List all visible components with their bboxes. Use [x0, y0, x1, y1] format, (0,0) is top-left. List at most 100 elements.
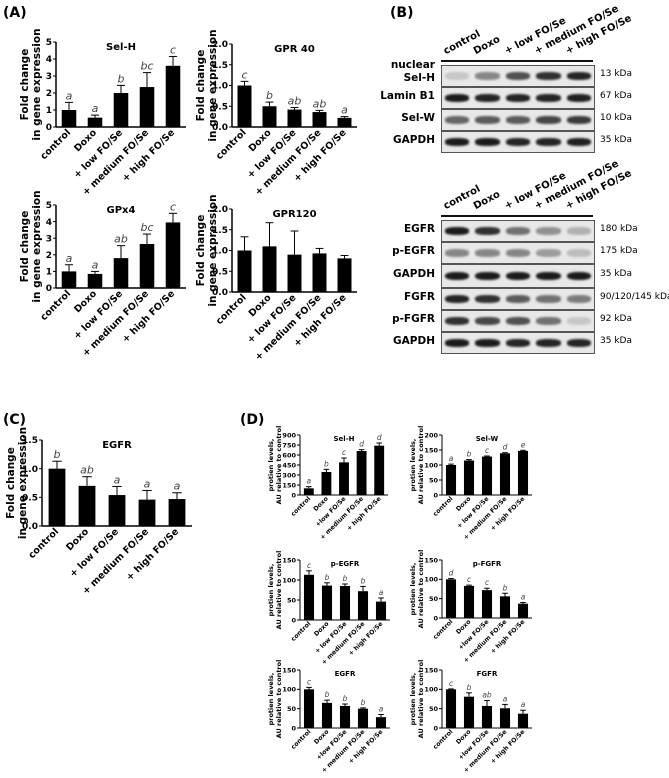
svg-text:150: 150 [282, 556, 296, 564]
protein-band [566, 94, 591, 102]
svg-text:a: a [503, 694, 508, 703]
svg-text:1.0: 1.0 [212, 247, 228, 257]
protein-band [445, 227, 470, 235]
svg-text:e: e [521, 440, 526, 449]
svg-text:b: b [54, 448, 61, 461]
panel-label-c: (C) [3, 412, 27, 428]
protein-band [475, 116, 500, 124]
svg-text:4: 4 [46, 55, 52, 65]
protein-band [505, 72, 531, 80]
svg-text:1.0: 1.0 [22, 465, 38, 475]
protein-band [505, 295, 531, 303]
svg-text:FGFR: FGFR [477, 670, 498, 678]
protein-band [536, 138, 561, 146]
protein-band [566, 317, 591, 325]
svg-text:c: c [449, 679, 454, 688]
svg-text:ab: ab [482, 691, 492, 700]
blot-protein-label: p-EGFR [392, 245, 435, 257]
svg-text:Doxo: Doxo [64, 526, 91, 553]
svg-text:b: b [467, 450, 472, 459]
svg-text:b: b [324, 459, 329, 468]
svg-text:AU relative to control: AU relative to control [417, 550, 425, 629]
svg-text:150: 150 [424, 446, 438, 454]
svg-text:c: c [170, 43, 176, 56]
lane-header-line [441, 215, 593, 217]
svg-text:0: 0 [433, 724, 438, 732]
svg-text:5: 5 [46, 201, 52, 211]
svg-text:750: 750 [282, 441, 296, 449]
blot-kda-label: 180 kDa [600, 224, 638, 234]
protein-band [566, 295, 591, 303]
protein-band [505, 272, 531, 281]
svg-text:Fold change: Fold change [195, 215, 207, 287]
blot-kda-label: 35 kDa [600, 269, 632, 279]
svg-text:0: 0 [433, 614, 438, 622]
svg-text:a: a [306, 477, 311, 486]
protein-band [536, 295, 561, 303]
protein-band [566, 72, 591, 80]
blot-row [441, 109, 595, 131]
svg-text:b: b [118, 72, 125, 85]
svg-text:b: b [361, 698, 366, 707]
chart-d-sel-w: 0 50 100 150 200 protien levels, AU relative t… [390, 425, 540, 545]
svg-text:in gene expression: in gene expression [207, 194, 219, 306]
svg-text:c: c [170, 200, 176, 213]
blot-protein-label: GAPDH [393, 134, 435, 146]
svg-text:Sel-W: Sel-W [476, 435, 499, 443]
svg-text:50: 50 [429, 705, 439, 713]
svg-text:protien levels,: protien levels, [267, 564, 275, 617]
protein-band [536, 249, 561, 257]
svg-text:c: c [467, 575, 472, 584]
svg-text:control: control [39, 288, 74, 323]
protein-band [475, 317, 500, 325]
svg-text:+ high FO/Se: + high FO/Se [489, 728, 526, 765]
svg-text:EGFR: EGFR [102, 440, 132, 451]
panel-label-b: (B) [390, 5, 414, 21]
blot-row [441, 332, 595, 354]
svg-text:in gene expression: in gene expression [31, 28, 43, 140]
svg-text:c: c [342, 448, 347, 457]
svg-text:100: 100 [424, 686, 438, 694]
svg-text:ab: ab [80, 464, 94, 477]
blot-row [441, 220, 595, 242]
svg-text:100: 100 [282, 576, 296, 584]
svg-text:300: 300 [282, 471, 296, 479]
svg-text:c: c [485, 578, 490, 587]
protein-band [536, 272, 561, 281]
protein-band [475, 138, 500, 146]
blot-row [441, 242, 595, 264]
svg-text:b: b [343, 574, 348, 583]
protein-band [566, 339, 591, 347]
svg-text:1.0: 1.0 [212, 82, 228, 92]
svg-text:+ high FO/Se: + high FO/Se [489, 495, 526, 532]
svg-text:a: a [114, 473, 121, 486]
blot-row [441, 131, 595, 153]
protein-band [536, 72, 561, 80]
blot-kda-label: 10 kDa [600, 113, 632, 123]
svg-text:AU relative to control: AU relative to control [275, 551, 283, 630]
svg-text:0: 0 [291, 724, 296, 732]
svg-text:AU relative to control: AU relative to control [417, 426, 425, 505]
svg-text:0.0: 0.0 [212, 288, 228, 298]
blot-kda-label: 90/120/145 kDa [600, 292, 669, 302]
svg-text:a: a [66, 89, 73, 102]
svg-text:b: b [325, 573, 330, 582]
panel-label-a: (A) [3, 5, 27, 21]
protein-band [566, 116, 591, 124]
protein-band [566, 249, 591, 257]
protein-band [475, 295, 500, 303]
svg-text:AU relative to control: AU relative to control [275, 426, 283, 505]
svg-text:4: 4 [46, 218, 52, 228]
svg-text:a: a [92, 258, 99, 271]
svg-text:0.5: 0.5 [212, 267, 228, 277]
protein-band [505, 138, 531, 146]
svg-text:150: 150 [424, 666, 438, 674]
svg-text:c: c [485, 446, 490, 455]
protein-band [445, 317, 470, 325]
svg-text:d: d [449, 569, 454, 578]
svg-text:100: 100 [424, 461, 438, 469]
svg-text:in gene expression: in gene expression [17, 427, 29, 539]
protein-band [536, 116, 561, 124]
protein-band [475, 72, 500, 80]
protein-band [536, 227, 561, 235]
